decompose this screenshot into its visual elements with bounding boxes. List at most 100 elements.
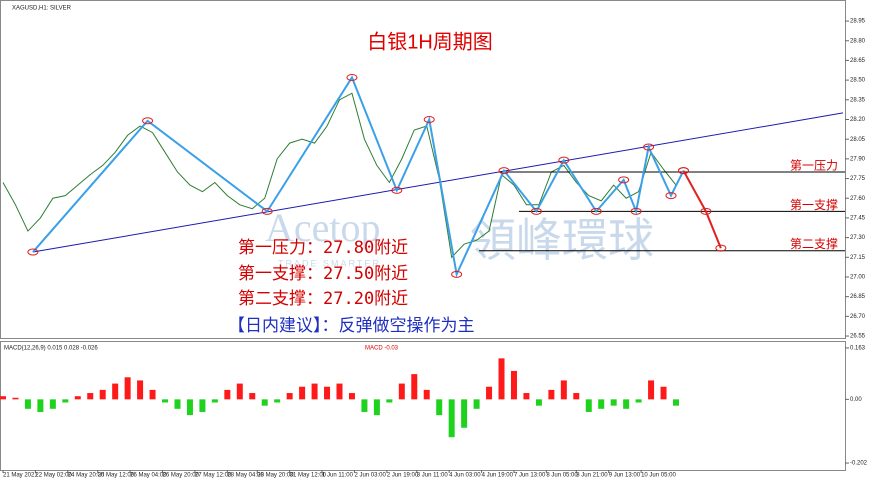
zigzag-point xyxy=(558,156,570,164)
price-line xyxy=(2,92,677,259)
macd-bar xyxy=(436,399,443,416)
zigzag-point xyxy=(498,167,510,175)
symbol: XAGUSD,H1: SILVER xyxy=(12,6,72,12)
macd-bar xyxy=(361,399,368,412)
macd-bar xyxy=(672,399,679,406)
macd-bar xyxy=(598,399,605,409)
macd-bar xyxy=(585,399,592,412)
projection-point xyxy=(677,167,689,175)
zigzag-point xyxy=(643,143,655,151)
watermark-text: 領峰環球 xyxy=(470,213,654,267)
macd-bar xyxy=(510,370,517,400)
zigzag-point xyxy=(530,207,542,215)
y-tick-label: 27.00 xyxy=(850,275,866,281)
zigzag-line xyxy=(32,75,685,278)
macd-bar xyxy=(137,380,144,400)
chart-title: 白银1H周期图 xyxy=(367,30,493,53)
y-tick-label: 27.60 xyxy=(850,196,866,202)
advice: 【日内建议】：反弹做空操作为主 xyxy=(228,316,475,336)
macd-bar xyxy=(573,393,580,400)
macd-bar xyxy=(249,393,256,400)
macd-bar xyxy=(548,389,555,400)
level-label: 第一压力 xyxy=(790,158,838,172)
macd-bar xyxy=(560,380,567,400)
y-tick-label: 28.35 xyxy=(850,97,866,103)
macd-bar xyxy=(523,393,530,400)
x-tick-label: 24 May 20:00 xyxy=(68,473,105,479)
x-tick-label: 9 Jun 13:00 xyxy=(609,473,641,479)
macd-bar xyxy=(261,399,268,406)
macd-bar xyxy=(199,399,206,412)
y-tick-label: 27.45 xyxy=(850,215,866,221)
macd-bar xyxy=(87,393,94,400)
macd-bar xyxy=(124,377,131,400)
macd-bar xyxy=(174,399,181,409)
macd-bar xyxy=(37,399,44,412)
macd-bar xyxy=(423,389,430,400)
macd-bar xyxy=(461,399,468,428)
macd-bar xyxy=(473,399,480,409)
macd-bar xyxy=(398,383,405,400)
y-tick-label: 27.15 xyxy=(850,255,866,261)
x-tick-label: 31 May 12:00 xyxy=(290,473,327,479)
macd-bar xyxy=(386,399,393,403)
zigzag-point xyxy=(630,207,642,215)
x-tick-label: 10 Jun 05:00 xyxy=(641,473,676,479)
watermark-text: TRADE SMARTER xyxy=(278,258,381,268)
macd-bar xyxy=(12,397,19,400)
zigzag-point xyxy=(346,73,358,81)
x-tick-label: 26 May 20:00 xyxy=(163,473,200,479)
level-label: 第二支撑 xyxy=(790,236,838,251)
macd-bar xyxy=(635,399,642,403)
macd-bar xyxy=(623,399,630,409)
x-tick-label: 26 May 04:00 xyxy=(130,473,167,479)
x-tick-label: 28 May 04:00 xyxy=(227,473,264,479)
macd-bar xyxy=(112,383,119,400)
macd-bar xyxy=(311,383,318,400)
x-tick-label: 4 Jun 19:00 xyxy=(482,473,514,479)
x-tick-label: 8 Jun 05:00 xyxy=(546,473,578,479)
x-tick-label: 3 Jun 11:00 xyxy=(417,473,449,479)
macd-bar xyxy=(24,399,31,409)
y-tick-label: -0.202 xyxy=(850,461,868,467)
main-frame xyxy=(0,0,846,339)
y-tick-label: 28.65 xyxy=(850,58,866,64)
zigzag-point xyxy=(261,207,273,215)
macd-bar xyxy=(648,380,655,400)
macd-bar xyxy=(211,399,218,403)
macd-bar xyxy=(0,396,6,400)
y-tick-label: 0.163 xyxy=(850,346,866,352)
x-tick-label: 22 May 02:00 xyxy=(35,473,72,479)
macd-bar xyxy=(324,386,331,400)
x-tick-label: 1 Jun 11:00 xyxy=(322,473,354,479)
zigzag-point xyxy=(665,192,677,200)
macd-bar xyxy=(286,393,293,400)
projection-point xyxy=(715,244,727,252)
macd-bar xyxy=(224,389,231,400)
macd-bar xyxy=(486,386,493,400)
zigzag-point xyxy=(27,248,39,256)
macd-bar xyxy=(610,399,617,406)
macd-bar xyxy=(99,389,106,400)
macd-bar xyxy=(660,386,667,400)
macd-bar xyxy=(448,399,455,438)
macd-bar xyxy=(498,358,505,400)
y-tick-label: 27.30 xyxy=(850,235,866,241)
y-tick-label: 26.55 xyxy=(850,334,866,340)
annotation: 第二支撑：27.20附近 xyxy=(238,289,408,309)
macd-label: MACD(12,26,9) 0.015 0.028 -0.026 xyxy=(4,346,98,352)
x-tick-label: 27 May 12:00 xyxy=(195,473,232,479)
y-tick-label: 28.05 xyxy=(850,137,866,143)
macd-bar xyxy=(348,393,355,400)
x-tick-label: 28 May 20:00 xyxy=(257,473,294,479)
macd-bar xyxy=(49,399,56,409)
macd-bar xyxy=(149,389,156,400)
zigzag-point xyxy=(451,270,463,278)
x-tick-label: 2 Jun 19:00 xyxy=(387,473,419,479)
x-tick-label: 8 Jun 21:00 xyxy=(576,473,608,479)
watermark: Acetop 領峰環球 TRADE SMARTER xyxy=(265,205,654,268)
y-tick-label: 0.00 xyxy=(850,397,862,403)
macd-bar xyxy=(74,396,81,400)
